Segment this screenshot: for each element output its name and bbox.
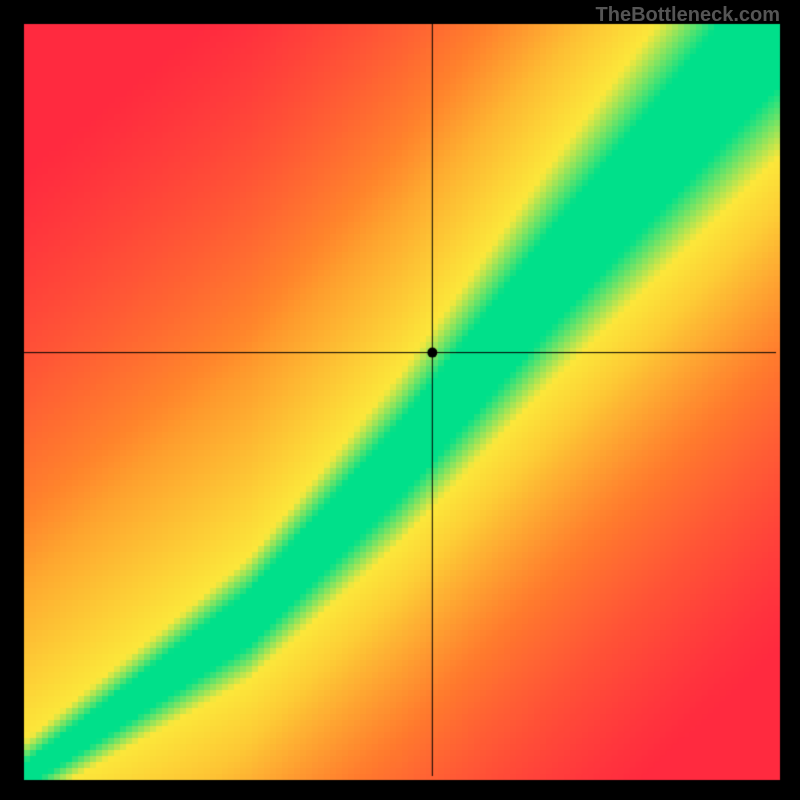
chart-container: TheBottleneck.com: [0, 0, 800, 800]
bottleneck-heatmap: [0, 0, 800, 800]
watermark-text: TheBottleneck.com: [596, 4, 780, 27]
